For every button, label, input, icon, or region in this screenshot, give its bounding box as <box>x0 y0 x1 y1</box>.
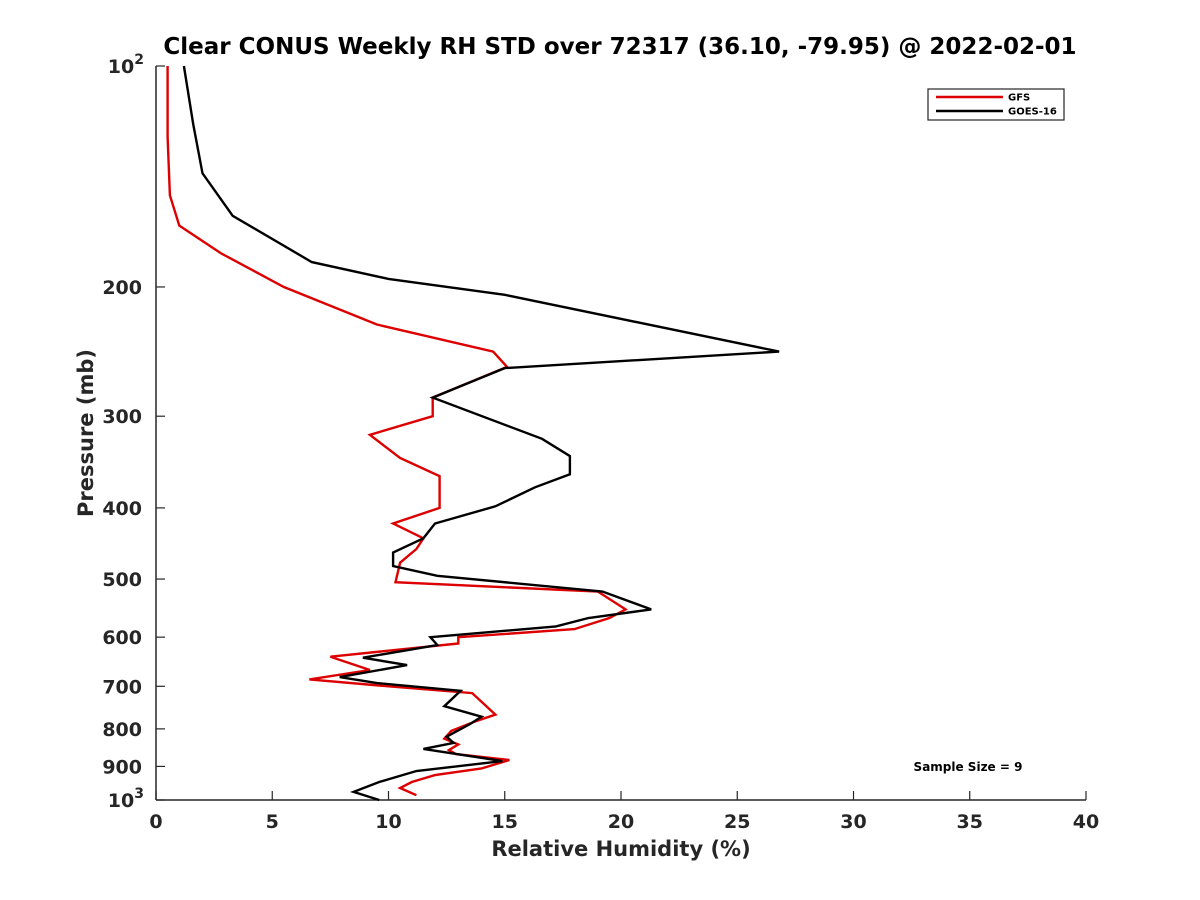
y-tick-label: 300 <box>102 406 142 428</box>
y-tick-label: 800 <box>102 719 142 741</box>
x-tick-label: 20 <box>608 811 634 833</box>
y-tick-label: 600 <box>102 627 142 649</box>
x-tick-label: 30 <box>840 811 866 833</box>
y-tick-label: 200 <box>102 277 142 299</box>
legend: GFS GOES-16 <box>927 88 1065 121</box>
x-tick-label: 5 <box>266 811 279 833</box>
legend-label: GOES-16 <box>1008 107 1057 118</box>
y-tick-label: 900 <box>102 756 142 778</box>
series-layer <box>166 65 780 802</box>
chart-title: Clear CONUS Weekly RH STD over 72317 (36… <box>163 34 1076 60</box>
x-tick-label: 10 <box>375 811 401 833</box>
x-tick-label: 35 <box>957 811 983 833</box>
y-tick-label: 700 <box>102 676 142 698</box>
x-tick-label: 15 <box>492 811 518 833</box>
y-axis-ticks: 102 200 300 400 500 600 700 800 900 103 <box>102 52 165 812</box>
y-tick-label: 102 <box>108 52 144 78</box>
x-axis-label: Relative Humidity (%) <box>491 837 750 861</box>
sample-size-annotation: Sample Size = 9 <box>914 760 1023 774</box>
x-tick-label: 0 <box>149 811 162 833</box>
y-axis-label: Pressure (mb) <box>74 349 98 517</box>
y-tick-label: 103 <box>108 786 144 812</box>
plot-area <box>155 65 1086 802</box>
y-tick-label: 400 <box>102 498 142 520</box>
x-axis-ticks: 0 5 10 15 20 25 30 35 40 <box>149 791 1099 833</box>
y-tick-label: 500 <box>102 569 142 591</box>
legend-label: GFS <box>1008 93 1030 104</box>
series-line-goes-16 <box>182 65 780 802</box>
x-tick-label: 40 <box>1073 811 1099 833</box>
x-tick-label: 25 <box>724 811 750 833</box>
legend-box <box>927 88 1065 121</box>
